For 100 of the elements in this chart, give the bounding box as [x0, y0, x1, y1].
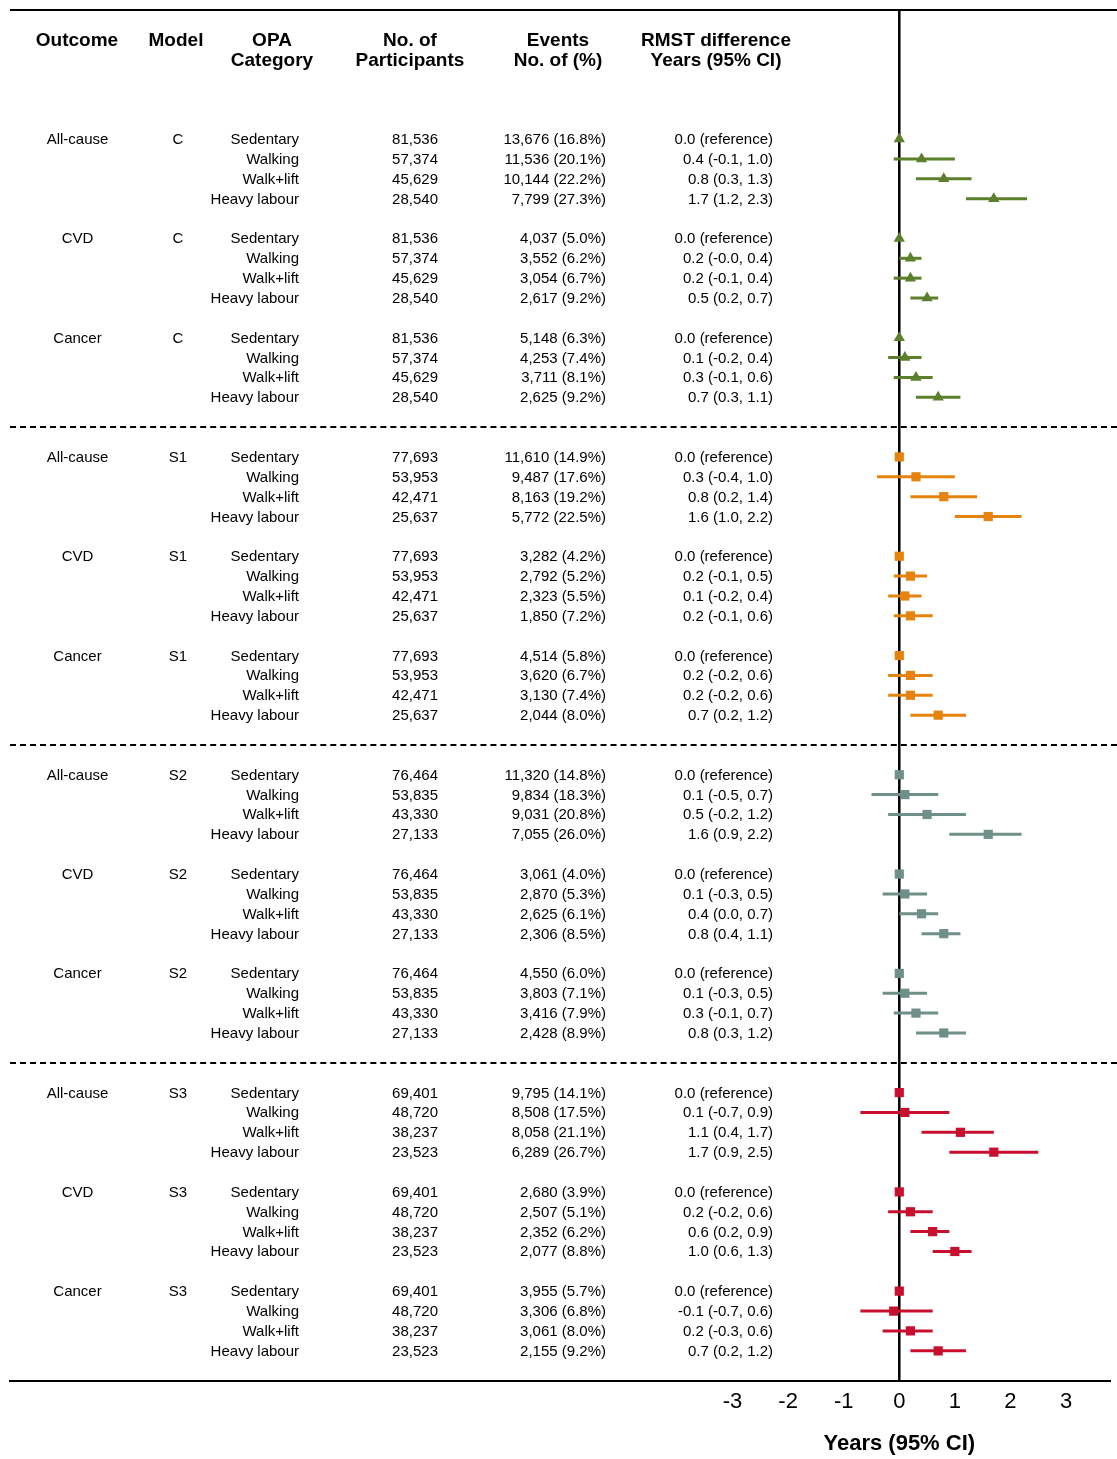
text: 8,058 (21.1%) [511, 1123, 606, 1141]
text: CVD [61, 1182, 94, 1200]
text: 23,523 [392, 1341, 438, 1359]
x-tick-label: -2 [778, 1387, 798, 1413]
text: 8,163 (19.2%) [511, 487, 606, 505]
text: CVD [61, 865, 94, 883]
text: CVD [61, 229, 94, 247]
text: 2,352 (6.2%) [520, 1222, 606, 1240]
text: Heavy labour [210, 1242, 299, 1260]
text: 1.6 (1.0, 2.2) [687, 507, 773, 525]
text: All-cause [46, 1083, 109, 1101]
text: Cancer [53, 646, 102, 664]
text: 0.2 (-0.3, 0.6) [682, 1321, 773, 1339]
point [900, 889, 910, 899]
text: Sedentary [230, 964, 299, 982]
text: 2,870 (5.3%) [520, 884, 606, 902]
text: 13,676 (16.8%) [503, 130, 606, 148]
text: 81,536 [392, 328, 438, 346]
point [894, 869, 904, 879]
text: 0.3 (-0.4, 1.0) [682, 467, 773, 485]
point [922, 809, 932, 820]
text: Walk+lift [242, 368, 299, 386]
text: All-cause [46, 130, 109, 148]
text: 11,320 (14.8%) [504, 765, 606, 783]
point [933, 710, 943, 720]
text: Sedentary [230, 646, 299, 664]
text: 57,374 [392, 149, 438, 167]
text: 2,428 (8.9%) [520, 1023, 606, 1041]
text: 42,471 [392, 686, 438, 704]
text: Walking [246, 348, 299, 366]
text: 1.1 (0.4, 1.7) [687, 1123, 773, 1141]
text: Sedentary [230, 1282, 299, 1300]
text: 0.0 (reference) [674, 865, 773, 883]
text: 0.1 (-0.2, 0.4) [682, 586, 773, 604]
text: 3,416 (7.9%) [520, 1004, 606, 1022]
point [939, 929, 949, 939]
category-label: No. of Participants [354, 29, 466, 70]
text: 69,401 [392, 1083, 438, 1101]
text: Heavy labour [210, 1023, 299, 1041]
point [900, 591, 910, 601]
text: 45,629 [392, 269, 438, 287]
text: Walking [246, 1103, 299, 1121]
text: 7,055 (26.0%) [511, 825, 606, 843]
point [894, 551, 904, 561]
x-axis-title: Years (95% CI) [823, 1430, 976, 1456]
text: Heavy labour [210, 289, 299, 307]
text: 0.3 (-0.1, 0.6) [682, 368, 773, 386]
text: 43,330 [392, 1004, 438, 1022]
text: 11,536 (20.1%) [504, 149, 606, 167]
text: 9,487 (17.6%) [511, 467, 606, 485]
text: Walk+lift [242, 805, 299, 823]
text: 0.0 (reference) [674, 447, 773, 465]
point [894, 770, 904, 780]
text: 38,237 [392, 1321, 438, 1339]
point [910, 370, 922, 381]
text: 0.7 (0.3, 1.1) [687, 388, 773, 406]
text: 0.0 (reference) [674, 547, 773, 565]
text: 4,253 (7.4%) [520, 348, 606, 366]
text: 0.8 (0.3, 1.2) [687, 1023, 773, 1041]
point [894, 1286, 904, 1296]
category-label: OPA Category [230, 29, 314, 70]
point [904, 271, 917, 282]
text: 2,306 (8.5%) [520, 924, 606, 942]
text: 3,955 (5.7%) [520, 1282, 606, 1300]
point [905, 1207, 916, 1217]
text: Walking [246, 884, 299, 902]
category-label: Events No. of (%) [513, 29, 603, 70]
text: 2,792 (5.2%) [520, 567, 606, 585]
point [900, 790, 910, 800]
text: Heavy labour [210, 606, 299, 624]
text: 27,133 [392, 924, 438, 942]
text: 0.3 (-0.1, 0.7) [682, 1004, 773, 1022]
text: 2,155 (9.2%) [520, 1341, 606, 1359]
text: 1,850 (7.2%) [520, 606, 606, 624]
text: S3 [168, 1282, 188, 1300]
text: 1.0 (0.6, 1.3) [687, 1242, 773, 1260]
text: Cancer [53, 1282, 102, 1300]
text: 9,795 (14.1%) [511, 1083, 606, 1101]
text: 53,953 [392, 567, 438, 585]
text: 5,148 (6.3%) [520, 328, 606, 346]
text: Heavy labour [210, 825, 299, 843]
text: 25,637 [392, 606, 438, 624]
text: 23,523 [392, 1143, 438, 1161]
text: 0.1 (-0.5, 0.7) [682, 785, 773, 803]
text: 76,464 [392, 865, 438, 883]
text: Walking [246, 785, 299, 803]
text: 0.0 (reference) [674, 130, 773, 148]
text: C [172, 229, 184, 247]
text: Walk+lift [242, 1321, 299, 1339]
text: 3,803 (7.1%) [520, 984, 606, 1002]
text: 0.1 (-0.7, 0.9) [682, 1103, 773, 1121]
text: Walking [246, 984, 299, 1002]
text: CVD [61, 547, 94, 565]
text: 3,711 (8.1%) [521, 368, 606, 386]
point [899, 351, 911, 361]
x-tick-label: -3 [722, 1387, 743, 1413]
text: Heavy labour [210, 189, 299, 207]
text: 0.8 (0.3, 1.3) [687, 169, 773, 187]
text: Walk+lift [242, 686, 299, 704]
text: Walking [246, 249, 299, 267]
